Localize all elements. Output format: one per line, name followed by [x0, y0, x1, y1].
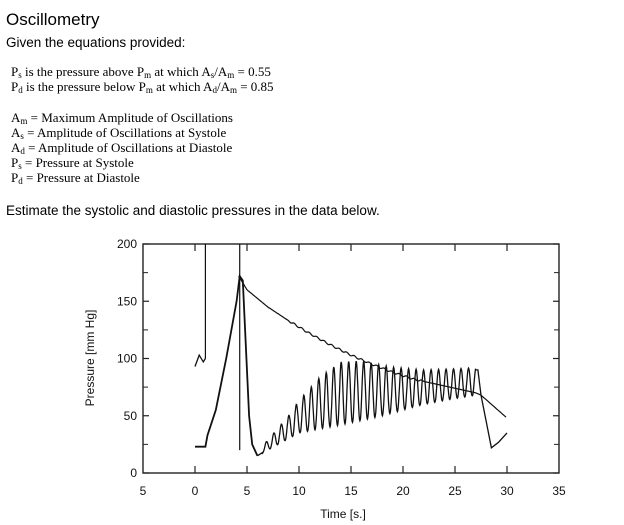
- equation-line: Pd is the pressure below Pm at which Ad/…: [11, 79, 274, 95]
- equation-line: Ps is the pressure above Pm at which As/…: [11, 64, 271, 80]
- x-axis-label: Time [s.]: [320, 507, 366, 521]
- x-tick-label: 5: [244, 484, 251, 498]
- y-axis-label: Pressure [mm Hg]: [83, 310, 97, 407]
- x-tick-label: 35: [552, 484, 566, 498]
- x-tick-label: 25: [448, 484, 462, 498]
- deflation-tail: [475, 369, 508, 449]
- definition-line: As = Amplitude of Oscillations at Systol…: [11, 125, 227, 141]
- question-text: Estimate the systolic and diastolic pres…: [6, 203, 380, 218]
- x-tick-label: 10: [292, 484, 306, 498]
- page-subtitle: Given the equations provided:: [6, 35, 186, 50]
- page-title: Oscillometry: [6, 10, 100, 29]
- definition-line: Pd = Pressure at Diastole: [11, 170, 140, 186]
- y-tick-label: 100: [117, 352, 137, 366]
- y-tick-label: 200: [117, 237, 137, 251]
- equations-block: Ps is the pressure above Pm at which As/…: [11, 64, 274, 95]
- chart-series: [194, 244, 508, 457]
- oscillation-signal: [257, 360, 477, 457]
- pre-inflation-segment: [194, 353, 206, 367]
- definitions-block: Am = Maximum Amplitude of Oscillations As…: [11, 110, 233, 186]
- definition-line: Am = Maximum Amplitude of Oscillations: [11, 110, 233, 126]
- x-tick-label: 0: [192, 484, 199, 498]
- y-tick-label: 50: [124, 409, 138, 423]
- deflation-curve: [238, 275, 507, 418]
- x-tick-label: 15: [344, 484, 358, 498]
- definition-line: Ps = Pressure at Systole: [11, 155, 134, 171]
- x-tick-label: 5: [140, 484, 147, 498]
- y-tick-label: 150: [117, 294, 137, 308]
- definition-line: Ad = Amplitude of Oscillations at Diasto…: [11, 140, 233, 156]
- x-tick-label: 20: [396, 484, 410, 498]
- inflation-ramp: [195, 273, 259, 457]
- x-tick-label: 30: [500, 484, 514, 498]
- y-tick-label: 0: [130, 466, 137, 480]
